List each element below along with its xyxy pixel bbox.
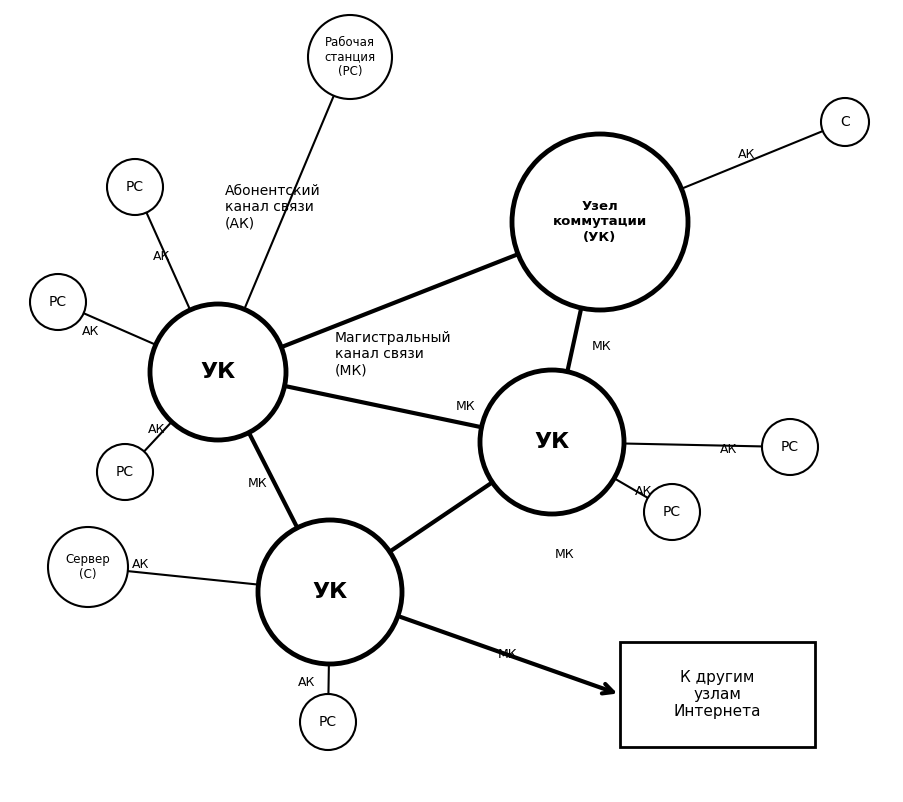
Text: МК: МК <box>498 647 517 661</box>
Text: Рабочая
станция
(РС): Рабочая станция (РС) <box>324 35 375 79</box>
Circle shape <box>308 15 392 99</box>
Text: РС: РС <box>116 465 134 479</box>
Text: МК: МК <box>554 548 574 561</box>
Text: РС: РС <box>662 505 680 519</box>
Circle shape <box>820 98 868 146</box>
Circle shape <box>511 134 687 310</box>
Text: МК: МК <box>455 400 475 414</box>
Text: УК: УК <box>312 582 348 602</box>
Circle shape <box>97 444 153 500</box>
Text: РС: РС <box>319 715 337 729</box>
Text: Магистральный
канал связи
(МК): Магистральный канал связи (МК) <box>335 330 452 377</box>
Text: РС: РС <box>780 440 798 454</box>
Text: АК: АК <box>719 444 737 456</box>
Text: АК: АК <box>737 148 755 160</box>
Text: УК: УК <box>534 432 569 452</box>
Text: С: С <box>839 115 849 129</box>
Text: МК: МК <box>591 341 611 354</box>
Circle shape <box>761 419 817 475</box>
Circle shape <box>107 159 163 215</box>
Circle shape <box>257 520 402 664</box>
Circle shape <box>30 274 86 330</box>
Circle shape <box>479 370 623 514</box>
Text: Узел
коммутации
(УК): Узел коммутации (УК) <box>553 200 647 244</box>
Text: АК: АК <box>634 485 652 499</box>
Circle shape <box>48 527 128 607</box>
Text: Сервер
(С): Сервер (С) <box>66 553 110 581</box>
Text: Абонентский
канал связи
(АК): Абонентский канал связи (АК) <box>225 184 321 230</box>
Text: МК: МК <box>247 477 267 491</box>
Text: УК: УК <box>200 362 236 382</box>
Text: РС: РС <box>126 180 144 194</box>
Text: АК: АК <box>82 326 99 338</box>
Text: АК: АК <box>132 557 149 570</box>
Circle shape <box>643 484 699 540</box>
Circle shape <box>300 694 356 750</box>
Text: АК: АК <box>153 250 170 264</box>
Circle shape <box>150 304 285 440</box>
Text: АК: АК <box>298 675 315 688</box>
Text: К другим
узлам
Интернета: К другим узлам Интернета <box>673 670 760 719</box>
Text: РС: РС <box>49 295 67 309</box>
FancyBboxPatch shape <box>619 642 815 747</box>
Text: АК: АК <box>148 423 165 436</box>
